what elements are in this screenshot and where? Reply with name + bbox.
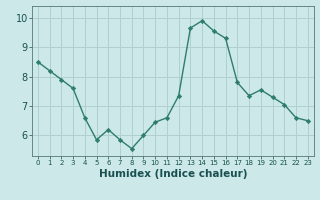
X-axis label: Humidex (Indice chaleur): Humidex (Indice chaleur) [99, 169, 247, 179]
